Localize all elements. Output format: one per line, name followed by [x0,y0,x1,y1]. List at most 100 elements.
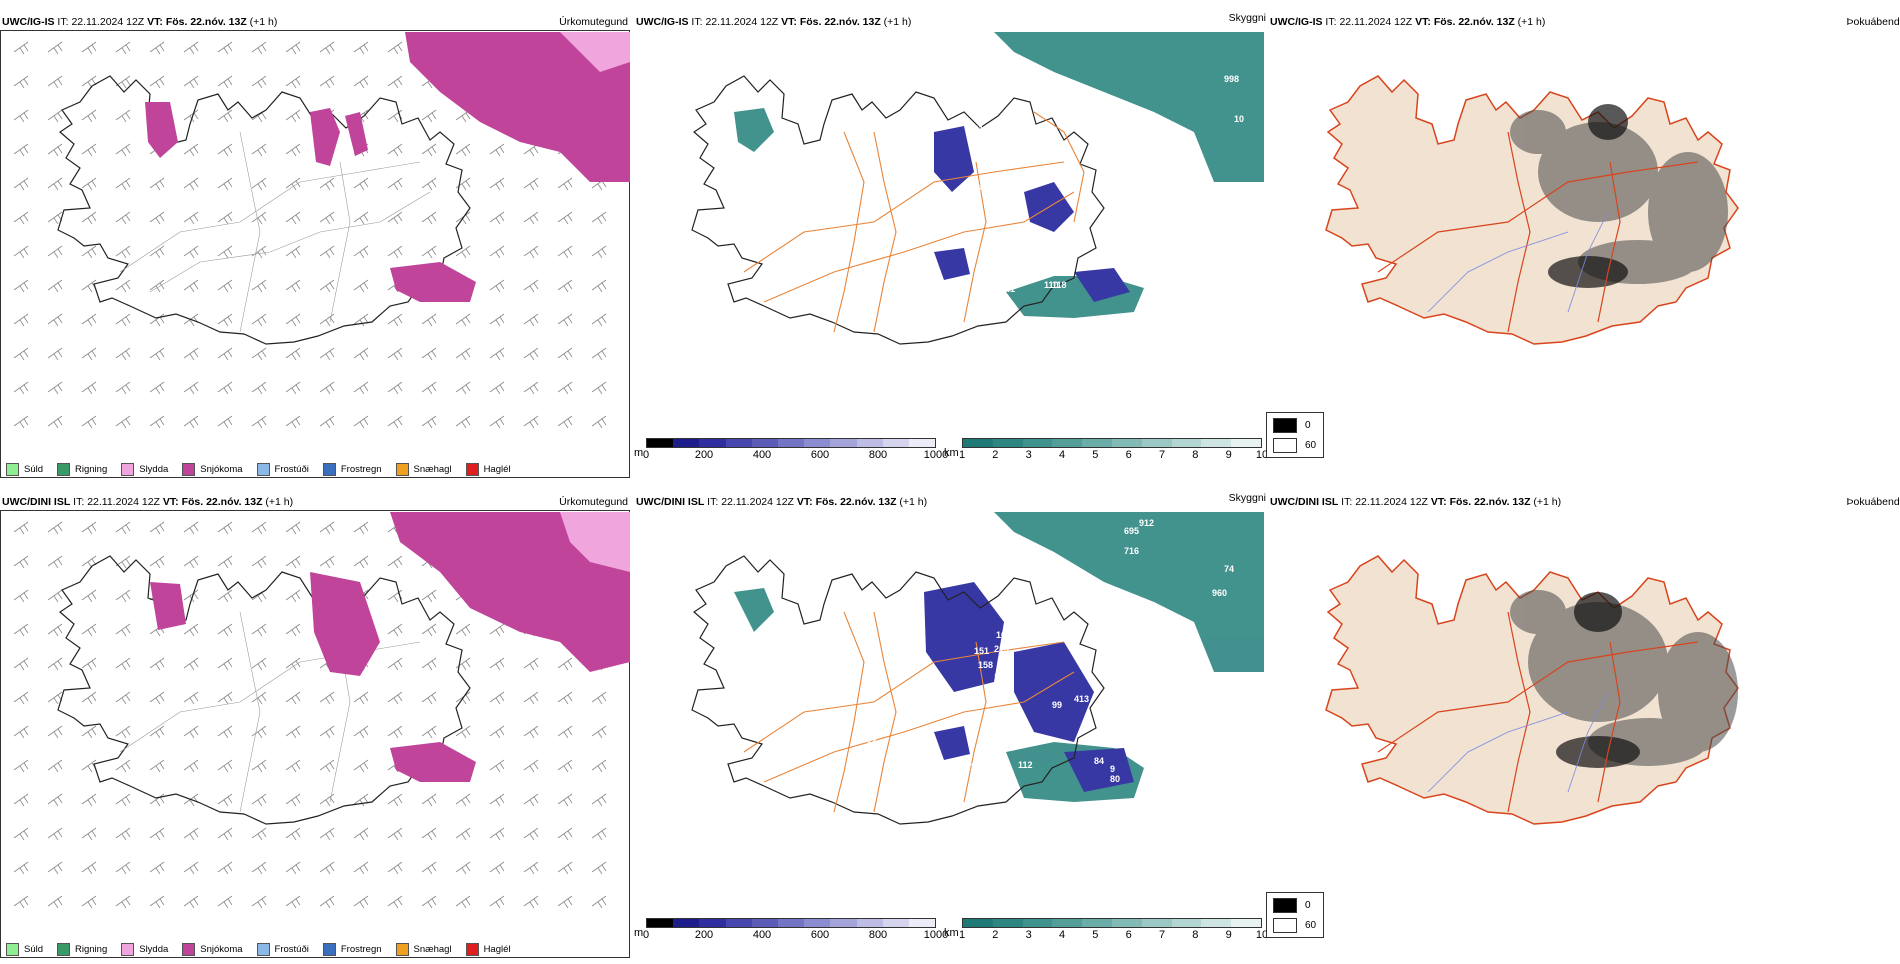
panel-header: UWC/IG-IS IT: 22.11.2024 12Z VT: Fös. 22… [2,16,277,28]
wind-barb [557,177,573,191]
wind-barb [285,279,301,293]
precip-legend-item: Frostregn [322,463,382,476]
wind-barb [319,555,335,569]
visibility-value-label: 413 [1074,694,1089,704]
wind-barb [387,827,403,841]
wind-barb [421,245,437,259]
precip-legend-item: Frostúði [256,463,309,476]
colorbar-step [673,919,700,927]
visibility-value-label: 142 [970,762,985,772]
vt-label: VT: [162,496,179,508]
fog-legend-60: 60 [1305,440,1317,451]
fog-panel: UWC/DINI ISL IT: 22.11.2024 12Z VT: Fös.… [1268,496,1900,964]
wind-barb [13,381,29,395]
wind-barb [523,861,539,875]
wind-barb [387,725,403,739]
wind-barb [421,895,437,909]
visibility-colorbar: 1 2 3 4 5 6 7 8 9 10 km [944,438,1268,462]
wind-barb [13,861,29,875]
wind-barb [285,657,301,671]
colorbar-tick: 4 [1058,929,1066,941]
wind-barb [285,725,301,739]
panel-title: Úrkomutegund [559,496,628,508]
wind-barb [523,211,539,225]
wind-barb [489,381,505,395]
it-value: 22.11.2024 12Z [1355,496,1428,508]
precip-frame [0,30,630,478]
colorbar-step [1201,919,1232,927]
wind-barb [13,41,29,55]
ceiling-colorbar: 0 200 400 600 800 1000 m [634,438,948,462]
colorbar-tick: 1 [958,449,966,461]
wind-barb [115,691,131,705]
wind-barb [115,75,131,89]
wind-barb [13,725,29,739]
wind-barb [319,177,335,191]
wind-barb [455,793,471,807]
vt-value: Fös. 22.nóv. 13Z [1449,496,1531,508]
visibility-value-label: 377 [1010,614,1025,624]
wind-barb [523,415,539,429]
wind-barb [183,347,199,361]
wind-barb [115,347,131,361]
wind-barb [489,279,505,293]
visibility-value-label: 110 [974,124,989,134]
wind-barb [115,415,131,429]
visibility-value-label: 960 [1212,588,1227,598]
colorbar-step [725,439,752,447]
wind-barb [217,109,233,123]
wind-barb [557,657,573,671]
colorbar-tick: 1 [958,929,966,941]
wind-barb [149,827,165,841]
wind-barb [217,589,233,603]
wind-barb [489,623,505,637]
visibility-value-label: 74 [1224,564,1234,574]
colorbar-step [777,439,805,447]
wind-barb [81,827,97,841]
model-name: UWC/DINI ISL [2,496,71,508]
panel-header: UWC/DINI ISL IT: 22.11.2024 12Z VT: Fös.… [636,496,927,508]
wind-barb [353,521,369,535]
wind-barb [455,381,471,395]
wind-barb [489,245,505,259]
visibility-unit: km [944,927,959,939]
wind-barb [523,793,539,807]
fog-legend: 0 60 [1266,412,1324,458]
wind-barb [387,415,403,429]
wind-barb [217,895,233,909]
colorbar-tick: 800 [868,929,888,941]
colorbar-step [830,919,857,927]
row-igis: UWC/IG-IS IT: 22.11.2024 12Z VT: Fös. 22… [0,0,1900,478]
wind-barb [13,827,29,841]
wind-barb [81,555,97,569]
wind-barb [47,381,63,395]
colorbar-tick: 2 [992,929,999,941]
wind-barb [183,861,199,875]
colorbar-step [1171,919,1202,927]
wind-barb [115,725,131,739]
precip-legend-item: Slydda [121,463,168,476]
wind-barb [47,657,63,671]
colorbar-tick: 10 [1255,929,1269,941]
wind-barb [421,827,437,841]
wind-barb [251,725,267,739]
colorbar-tick: 3 [1025,929,1032,941]
wind-barb [115,381,131,395]
wind-barb [523,827,539,841]
wind-barb [285,827,301,841]
colorbar-step [804,919,831,927]
wind-barb [285,759,301,773]
colorbar-tick: 600 [810,929,830,941]
colorbar-step [963,919,993,927]
wind-barb [217,623,233,637]
wind-barb [13,793,29,807]
wind-barb [319,725,335,739]
wind-barb [489,827,505,841]
visibility-value-label: 219 [994,644,1009,654]
wind-barb [217,347,233,361]
fog-legend-0: 0 [1305,420,1311,431]
wind-barb [285,623,301,637]
wind-barb [353,895,369,909]
it-label: IT: [1325,16,1337,28]
colorbar-step [882,439,909,447]
